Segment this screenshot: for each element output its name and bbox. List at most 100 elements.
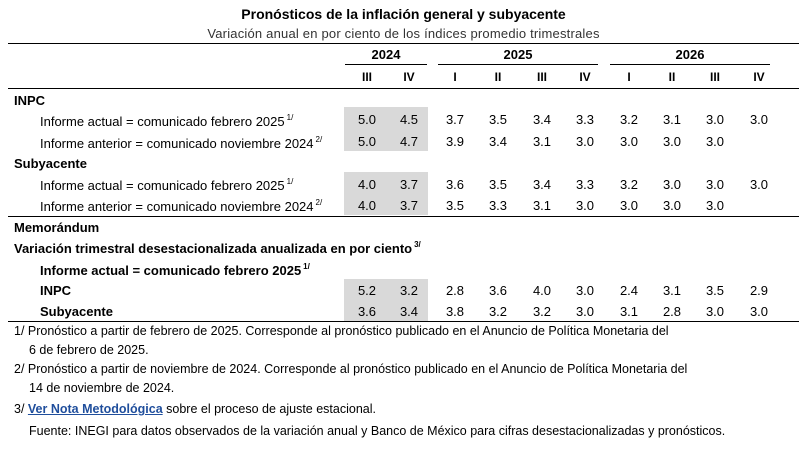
year-underline-2025 bbox=[438, 64, 598, 65]
sub-actual-cell: 3.3 bbox=[575, 177, 595, 192]
sub-actual-cell: 3.0 bbox=[749, 177, 769, 192]
inpc-anterior-cell: 5.0 bbox=[357, 134, 377, 149]
inpc-anterior-cell: 3.4 bbox=[488, 134, 508, 149]
footnote-1: 1/ Pronóstico a partir de febrero de 202… bbox=[14, 324, 669, 338]
memo-inpc-cell: 2.9 bbox=[749, 283, 769, 298]
inpc-actual-cell: 5.0 bbox=[357, 112, 377, 127]
source-note: Fuente: INEGI para datos observados de l… bbox=[29, 424, 726, 438]
quarter-header: II bbox=[668, 70, 676, 84]
memo-inpc-cell: 4.0 bbox=[532, 283, 552, 298]
memo-subtitle: Variación trimestral desestacionalizada … bbox=[14, 240, 421, 256]
sub-actual-cell: 3.0 bbox=[705, 177, 725, 192]
header-rule bbox=[8, 88, 799, 89]
inpc-actual-cell: 4.5 bbox=[399, 112, 419, 127]
memo-inpc-cell: 5.2 bbox=[357, 283, 377, 298]
memo-sub-cell: 3.6 bbox=[357, 304, 377, 319]
sub-actual-cell: 3.4 bbox=[532, 177, 552, 192]
year-2026: 2026 bbox=[675, 47, 705, 62]
inpc-anterior-cell: 3.9 bbox=[445, 134, 465, 149]
sub-anterior-cell: 3.0 bbox=[619, 198, 639, 213]
observed-shade bbox=[344, 107, 428, 151]
inpc-anterior-cell: 3.0 bbox=[619, 134, 639, 149]
memo-inpc-label: INPC bbox=[40, 283, 72, 298]
row-label-inpc-anterior: Informe anterior = comunicado noviembre … bbox=[40, 135, 323, 151]
sub-anterior-cell: 3.0 bbox=[662, 198, 682, 213]
inpc-anterior-cell: 3.0 bbox=[575, 134, 595, 149]
memo-inpc-cell: 3.0 bbox=[575, 283, 595, 298]
memo-rule bbox=[8, 216, 799, 217]
inpc-actual-cell: 3.2 bbox=[619, 112, 639, 127]
inpc-anterior-cell: 4.7 bbox=[399, 134, 419, 149]
inpc-actual-cell: 3.0 bbox=[705, 112, 725, 127]
quarter-header: III bbox=[709, 70, 720, 84]
sub-actual-cell: 3.5 bbox=[488, 177, 508, 192]
observed-shade bbox=[344, 172, 428, 215]
memo-sub-cell: 3.4 bbox=[399, 304, 419, 319]
memo-sub-cell: 3.0 bbox=[749, 304, 769, 319]
sub-anterior-cell: 3.3 bbox=[488, 198, 508, 213]
sub-actual-cell: 3.6 bbox=[445, 177, 465, 192]
memo-inpc-cell: 2.4 bbox=[619, 283, 639, 298]
sub-anterior-cell: 3.0 bbox=[575, 198, 595, 213]
footnote-1-cont: 6 de febrero de 2025. bbox=[29, 343, 149, 357]
quarter-header: III bbox=[536, 70, 547, 84]
nota-metodologica-link[interactable]: Ver Nota Metodológica bbox=[27, 402, 163, 416]
inpc-actual-cell: 3.0 bbox=[749, 112, 769, 127]
row-label-sub-actual: Informe actual = comunicado febrero 2025… bbox=[40, 177, 294, 193]
quarter-header: II bbox=[494, 70, 502, 84]
sub-anterior-cell: 3.5 bbox=[445, 198, 465, 213]
memo-inpc-cell: 2.8 bbox=[445, 283, 465, 298]
memo-sub-cell: 3.0 bbox=[575, 304, 595, 319]
section-subyacente: Subyacente bbox=[14, 156, 87, 171]
sub-actual-cell: 4.0 bbox=[357, 177, 377, 192]
memo-sub-cell: 3.0 bbox=[705, 304, 725, 319]
inpc-anterior-cell: 3.0 bbox=[662, 134, 682, 149]
sub-actual-cell: 3.7 bbox=[399, 177, 419, 192]
inpc-actual-cell: 3.4 bbox=[532, 112, 552, 127]
memo-inpc-cell: 3.5 bbox=[705, 283, 725, 298]
inpc-actual-cell: 3.3 bbox=[575, 112, 595, 127]
memo-sub-cell: 3.2 bbox=[488, 304, 508, 319]
quarter-header: IV bbox=[579, 70, 591, 84]
section-memorandum: Memorándum bbox=[14, 220, 100, 235]
year-2024: 2024 bbox=[371, 47, 401, 62]
year-underline-2026 bbox=[610, 64, 770, 65]
table-subtitle: Variación anual en por ciento de los índ… bbox=[207, 26, 600, 41]
inpc-anterior-cell: 3.0 bbox=[705, 134, 725, 149]
row-label-inpc-actual: Informe actual = comunicado febrero 2025… bbox=[40, 113, 294, 129]
top-rule bbox=[8, 43, 799, 44]
footnote-2: 2/ Pronóstico a partir de noviembre de 2… bbox=[14, 362, 688, 376]
inpc-actual-cell: 3.1 bbox=[662, 112, 682, 127]
year-2025: 2025 bbox=[503, 47, 533, 62]
memo-informe-label: Informe actual = comunicado febrero 2025… bbox=[40, 262, 310, 278]
quarter-header: I bbox=[627, 70, 631, 84]
memo-subyacente-label: Subyacente bbox=[40, 304, 113, 319]
footnote-2-cont: 14 de noviembre de 2024. bbox=[29, 381, 175, 395]
memo-inpc-cell: 3.1 bbox=[662, 283, 682, 298]
memo-inpc-cell: 3.6 bbox=[488, 283, 508, 298]
row-label-sub-anterior: Informe anterior = comunicado noviembre … bbox=[40, 198, 323, 214]
observed-shade bbox=[344, 279, 428, 321]
quarter-header: I bbox=[453, 70, 457, 84]
sub-anterior-cell: 3.7 bbox=[399, 198, 419, 213]
year-underline-2024 bbox=[345, 64, 427, 65]
memo-sub-cell: 3.1 bbox=[619, 304, 639, 319]
inpc-actual-cell: 3.5 bbox=[488, 112, 508, 127]
sub-actual-cell: 3.0 bbox=[662, 177, 682, 192]
inpc-anterior-cell: 3.1 bbox=[532, 134, 552, 149]
sub-anterior-cell: 4.0 bbox=[357, 198, 377, 213]
memo-sub-cell: 3.8 bbox=[445, 304, 465, 319]
quarter-header: IV bbox=[753, 70, 765, 84]
inpc-actual-cell: 3.7 bbox=[445, 112, 465, 127]
section-inpc: INPC bbox=[14, 93, 46, 108]
sub-anterior-cell: 3.1 bbox=[532, 198, 552, 213]
sub-anterior-cell: 3.0 bbox=[705, 198, 725, 213]
quarter-header: IV bbox=[403, 70, 415, 84]
sub-actual-cell: 3.2 bbox=[619, 177, 639, 192]
table-title: Pronósticos de la inflación general y su… bbox=[241, 6, 566, 22]
memo-sub-cell: 3.2 bbox=[532, 304, 552, 319]
memo-inpc-cell: 3.2 bbox=[399, 283, 419, 298]
bottom-rule bbox=[8, 321, 799, 322]
footnote-3: 3/ Ver Nota Metodológica sobre el proces… bbox=[14, 402, 376, 416]
quarter-header: III bbox=[361, 70, 372, 84]
